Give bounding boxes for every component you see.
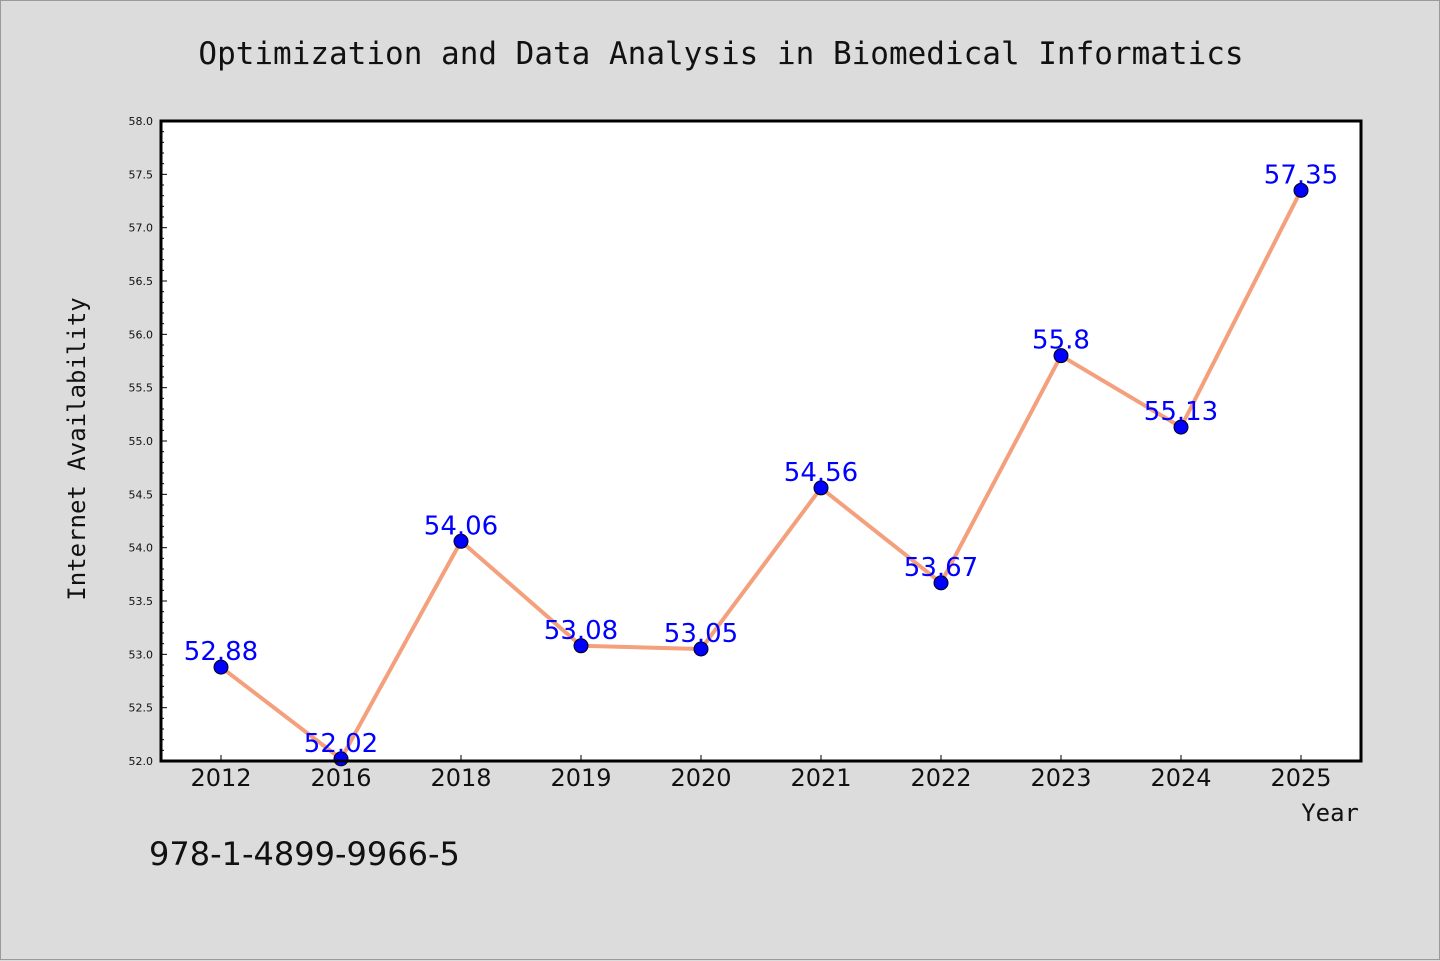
markers-group <box>213 182 1309 767</box>
data-label: 52.88 <box>184 637 258 667</box>
y-tick-label: 55.5 <box>129 382 154 395</box>
x-tick-label: 2020 <box>670 764 731 792</box>
y-tick-label: 55.0 <box>129 435 154 448</box>
x-tick-label: 2022 <box>910 764 971 792</box>
isbn-text: 978-1-4899-9966-5 <box>149 835 460 873</box>
data-label: 53.05 <box>664 619 738 649</box>
data-point <box>813 480 829 496</box>
data-point <box>1293 182 1309 198</box>
x-tick-label: 2023 <box>1030 764 1091 792</box>
data-label: 54.56 <box>784 458 858 488</box>
data-point <box>213 659 229 675</box>
data-point <box>693 641 709 657</box>
y-tick-label: 58.0 <box>129 115 154 128</box>
x-tick-label: 2024 <box>1150 764 1211 792</box>
y-tick-label: 52.0 <box>129 755 154 768</box>
x-axis: 2012 2016 2018 2019 2020 2021 2022 2023 2024 2025 <box>190 755 1332 792</box>
x-tick-label: 2019 <box>550 764 611 792</box>
y-tick-label: 57.5 <box>129 168 154 181</box>
data-point <box>453 533 469 549</box>
x-tick-label: 2018 <box>430 764 491 792</box>
y-tick-label: 56.5 <box>129 275 154 288</box>
chart-title: Optimization and Data Analysis in Biomed… <box>198 36 1243 72</box>
data-label: 54.06 <box>424 511 498 541</box>
x-tick-label: 2021 <box>790 764 851 792</box>
plot-border <box>159 119 1363 763</box>
data-point <box>1173 419 1189 435</box>
series-line <box>219 189 1303 761</box>
y-axis-label: Internet Availability <box>63 297 91 600</box>
data-label: 53.67 <box>904 553 978 583</box>
data-point <box>1053 348 1069 364</box>
y-tick-label: 53.0 <box>129 648 154 661</box>
x-tick-label: 2012 <box>190 764 251 792</box>
data-label: 57.35 <box>1264 160 1338 190</box>
series-line-group <box>219 189 1303 761</box>
x-tick-label: 2025 <box>1270 764 1331 792</box>
y-tick-label: 54.5 <box>129 488 154 501</box>
data-label: 55.8 <box>1032 326 1090 356</box>
y-tick-label: 54.0 <box>129 542 154 555</box>
data-labels-group: 52.88 52.02 54.06 53.08 53.05 54.56 53.67 55.8 5… <box>184 160 1338 759</box>
data-label: 52.02 <box>304 729 378 759</box>
y-tick-label: 56.0 <box>129 328 154 341</box>
x-axis-label: Year <box>1301 799 1359 827</box>
y-tick-label: 52.5 <box>129 702 154 715</box>
data-label: 53.08 <box>544 616 618 646</box>
x-tick-label: 2016 <box>310 764 371 792</box>
y-tick-label: 57.0 <box>129 222 154 235</box>
y-tick-label: 53.5 <box>129 595 154 608</box>
data-label: 55.13 <box>1144 397 1218 427</box>
plot-area <box>161 121 1361 761</box>
data-point <box>573 638 589 654</box>
data-point <box>933 575 949 591</box>
